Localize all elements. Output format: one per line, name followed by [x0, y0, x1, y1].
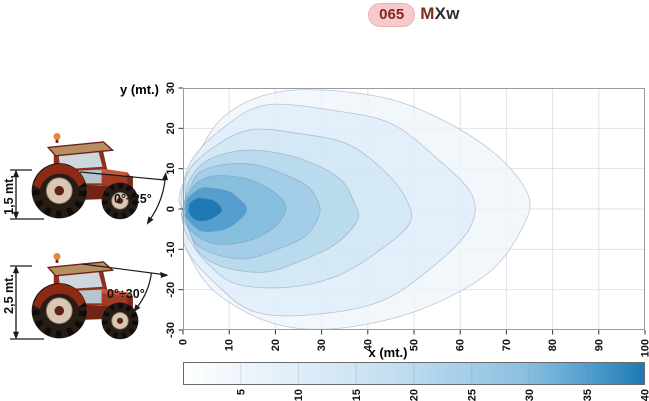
x-tick-label: 60 — [455, 339, 467, 351]
angle-arrowhead-top — [160, 271, 169, 278]
page-title: 065 MXw — [183, 3, 645, 27]
y-tick-label: 0 — [165, 206, 177, 212]
y-tick-label: 20 — [165, 122, 177, 134]
mounting-figure-1-art — [10, 122, 168, 225]
x-axis-label: x (mt.) — [369, 345, 408, 360]
x-tick-label: 50 — [409, 339, 421, 351]
x-tick-label: 30 — [316, 339, 328, 351]
colorbar-gradient — [183, 362, 645, 385]
x-tick-label: 0 — [178, 339, 190, 345]
tilt-angle-label: 0°÷30° — [107, 287, 145, 301]
colorbar-tick-label: 15 — [351, 389, 363, 401]
contour-level-40 — [187, 197, 223, 222]
y-tick-label: 30 — [165, 82, 177, 94]
x-tick-label: 10 — [224, 339, 236, 351]
colorbar-tick-label: 40 — [640, 389, 649, 401]
model-name-highlight: M — [420, 4, 435, 23]
colorbar-tick-label: 25 — [466, 389, 478, 401]
x-tick-label: 90 — [593, 339, 605, 351]
tilt-angle-annotation — [81, 263, 169, 313]
x-tick-label: 20 — [270, 339, 282, 351]
x-tick-label: 100 — [640, 339, 649, 357]
tilt-angle-label: 0°÷25° — [114, 192, 152, 206]
x-tick-label: 80 — [547, 339, 559, 351]
colorbar-tick-label: 5 — [235, 389, 247, 395]
colorbar-tick-label: 35 — [582, 389, 594, 401]
tilt-angle-annotation — [79, 171, 168, 225]
colorbar-tick-label: 20 — [409, 389, 421, 401]
colorbar-tick-label: 30 — [524, 389, 536, 401]
y-tick-label: -20 — [165, 282, 177, 298]
lux-colorbar: 5 10 15 20 25 30 35 40 — [183, 362, 649, 401]
isolux-contour-chart: 0 10 20 30 40 50 60 70 80 90 1003020100-10-20-30x … — [120, 82, 649, 360]
y-axis-label: y (mt.) — [120, 82, 159, 97]
y-tick-label: -30 — [165, 322, 177, 338]
x-tick-label: 40 — [362, 339, 374, 351]
model-name: MXw — [420, 4, 460, 23]
model-name-rest: Xw — [434, 4, 460, 23]
angle-arrowhead-bottom — [146, 216, 154, 225]
y-tick-label: 10 — [165, 163, 177, 175]
x-tick-label: 70 — [501, 339, 513, 351]
angle-arrowhead-bottom — [133, 304, 141, 313]
y-tick-label: -10 — [165, 241, 177, 257]
mounting-figure-2: 2,5 mt. 0°÷30° — [2, 242, 177, 355]
colorbar-tick-label: 10 — [293, 389, 305, 401]
mounting-figure-2-art — [10, 242, 169, 355]
product-code-badge: 065 — [368, 3, 416, 27]
height-dimension-arrow — [10, 169, 44, 220]
plot-border — [183, 88, 645, 330]
angle-arrowhead-top — [162, 172, 168, 181]
mounting-height-label: 1,5 mt. — [2, 175, 16, 215]
mounting-height-label: 2,5 mt. — [2, 274, 16, 314]
mounting-figure-1: 1,5 mt. 0°÷25° — [2, 122, 177, 235]
height-dimension-arrow — [10, 265, 44, 340]
